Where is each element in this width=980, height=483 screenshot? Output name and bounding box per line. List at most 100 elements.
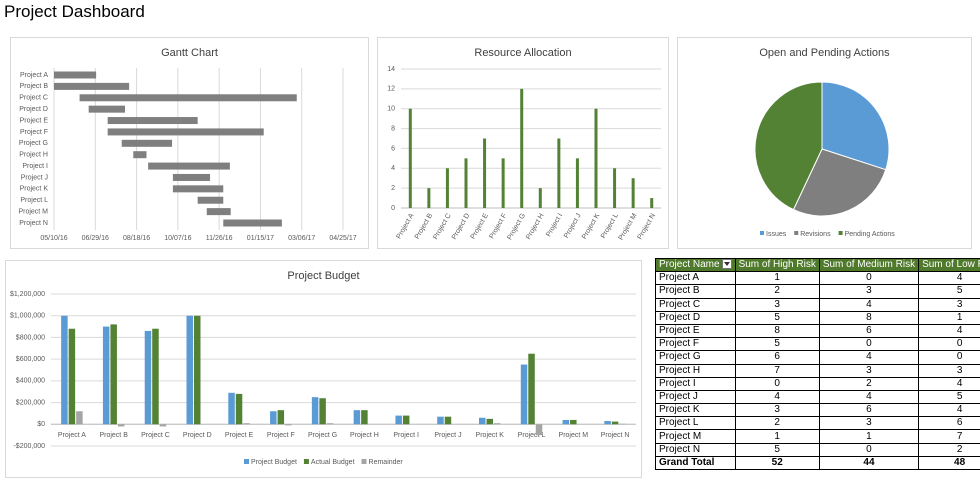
table-cell: 3 (818, 363, 920, 378)
table-row: Project E 8 6 4 (655, 323, 980, 339)
table-cell: 8 (818, 310, 920, 325)
bar (402, 415, 410, 425)
bar (444, 416, 452, 425)
y-tick-label: 10 (387, 106, 395, 113)
cell-text: 3 (866, 417, 872, 429)
cell-text: 7 (956, 430, 963, 442)
x-tick-label: 04/25/17 (329, 235, 356, 242)
filter-dropdown[interactable] (721, 259, 732, 270)
table-cell: Sum of Low Risk (918, 257, 980, 273)
cell-text: 0 (866, 272, 872, 284)
x-tick-label: 10/07/16 (164, 235, 191, 242)
table-cell: 0 (818, 442, 920, 457)
bar (152, 328, 159, 425)
cell-text: 1 (866, 430, 872, 442)
bar (562, 419, 570, 425)
table-cell: 48 (918, 455, 980, 471)
cell-text: Project D (659, 311, 701, 323)
cell-text: Project H (659, 364, 701, 376)
x-tick-label: 03/06/17 (288, 235, 315, 242)
bar (486, 418, 493, 425)
gantt-chart: Gantt Chart 05/10/16 06/29/16 08/18/16 10/07… (10, 37, 369, 249)
table-cell: 2 (734, 416, 820, 431)
chart-title: Gantt Chart (161, 47, 218, 59)
bar (311, 397, 319, 425)
bar (650, 198, 654, 208)
table-cell: 3 (818, 416, 920, 431)
x-tick-label: Project C (432, 212, 452, 240)
bar (538, 188, 542, 208)
y-tick-label: Project A (20, 72, 48, 79)
x-tick-label: Project A (58, 432, 86, 439)
cell-text: 7 (774, 364, 780, 376)
legend-label: Remainder (369, 459, 404, 466)
cell-text: 5 (774, 311, 780, 323)
bar (194, 315, 201, 425)
y-tick-label: Project C (19, 95, 48, 102)
page-title: Project Dashboard (4, 2, 145, 21)
x-tick-label: Project J (434, 432, 461, 439)
bar (535, 424, 543, 436)
bar (110, 324, 117, 425)
cell-text: 2 (956, 443, 963, 455)
gantt-bar (54, 71, 97, 79)
table-row: Project D 5 8 1 (655, 310, 980, 325)
table-row: Project H 7 3 3 (655, 363, 980, 378)
x-tick-label: Project B (414, 212, 434, 240)
gantt-bar (197, 196, 224, 204)
table-cell: Project D (655, 310, 736, 325)
cell-text: 4 (956, 377, 963, 389)
cell-text: 4 (866, 298, 872, 310)
table-cell: Sum of High Risk (734, 257, 820, 273)
gantt-bar (172, 185, 224, 193)
x-tick-label: Project L (600, 212, 620, 240)
x-tick-label: Project F (488, 212, 508, 240)
y-tick-label: Project D (19, 106, 48, 113)
table-cell: 6 (818, 323, 920, 339)
x-tick-label: Project B (99, 432, 128, 439)
y-tick-label: $1,000,000 (10, 313, 45, 320)
table-cell: 4 (918, 403, 980, 418)
y-tick-label: Project G (19, 140, 48, 147)
x-tick-label: Project H (350, 432, 379, 439)
bar (408, 108, 412, 208)
bar (501, 158, 505, 208)
x-tick-label: Project M (559, 432, 589, 439)
y-tick-label: 2 (391, 185, 395, 192)
table-cell: 2 (818, 376, 920, 391)
gantt-bar (148, 162, 230, 170)
cell-text: 0 (866, 338, 872, 350)
cell-text: Project E (659, 325, 700, 337)
x-tick-label: Project D (183, 432, 212, 439)
cell-text: Project G (659, 351, 701, 363)
y-tick-label: $200,000 (16, 399, 45, 406)
bar (326, 423, 334, 425)
cell-text: 0 (774, 377, 780, 389)
cell-text: 6 (956, 417, 963, 429)
table-cell: Project E (655, 323, 736, 339)
cell-text: 5 (774, 338, 780, 350)
table-cell: 0 (734, 376, 820, 391)
gantt-bar (206, 208, 231, 216)
table-cell: 0 (918, 337, 980, 352)
bar (361, 410, 368, 425)
cell-text: 0 (956, 338, 963, 350)
bar (445, 168, 449, 208)
bar (464, 158, 468, 208)
table-cell: Project J (655, 389, 736, 405)
bar (277, 410, 285, 425)
table-cell: 4 (918, 376, 980, 391)
table-cell: 52 (734, 455, 820, 471)
table-cell: 7 (918, 429, 980, 444)
table-cell: 7 (734, 363, 820, 378)
y-tick-label: $1,200,000 (10, 291, 45, 298)
x-tick-label: Project D (451, 212, 471, 240)
x-tick-label: Project G (506, 212, 527, 241)
table-cell: 4 (918, 271, 980, 286)
chart-title: Project Budget (287, 270, 359, 282)
x-tick-label: Project M (618, 212, 639, 241)
table-cell: Project B (655, 284, 736, 299)
pie-chart: Open and Pending Actions Issues Revisions P… (677, 37, 972, 249)
y-tick-label: 14 (387, 66, 395, 73)
